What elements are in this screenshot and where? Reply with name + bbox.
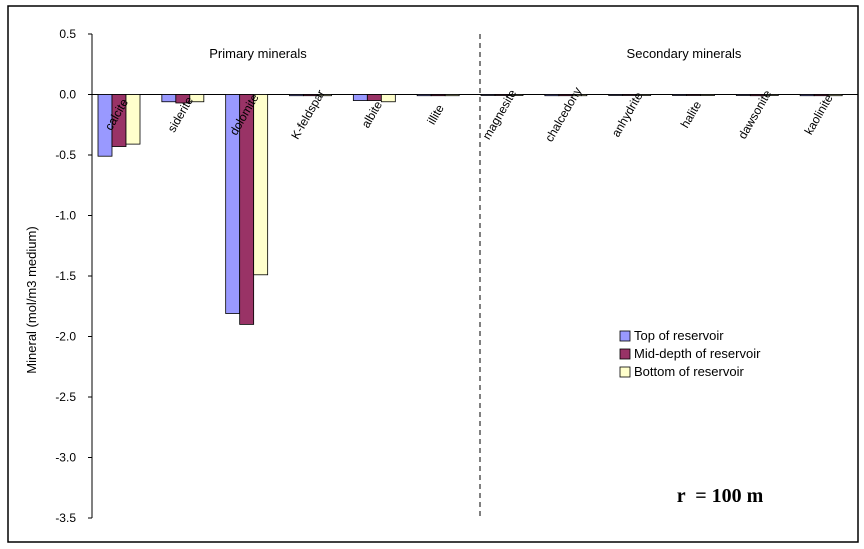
bar-anhydrite-series-2 (636, 94, 652, 96)
legend-label-1: Mid-depth of reservoir (634, 346, 761, 361)
y-tick-label: -0.5 (55, 148, 76, 162)
bar-kaolinite-series-2 (827, 94, 843, 97)
y-tick-label: -1.5 (55, 269, 76, 283)
bar-anhydrite-series-0 (608, 94, 624, 96)
legend-label-0: Top of reservoir (634, 328, 724, 343)
bar-magnesite-series-0 (480, 94, 496, 96)
bar-siderite-series-0 (161, 94, 177, 103)
bar-halite-series-2 (700, 94, 715, 96)
legend-swatch-1 (619, 348, 631, 360)
axes: 0.5 0.0 -0.5 -1.0 -1.5 -2.0 -2.5 -3.0 -3.5 (55, 27, 858, 525)
y-tick-label: -3.5 (55, 511, 76, 525)
bar-K-feldspar-series-2 (317, 94, 332, 97)
chart-border (7, 5, 859, 543)
bar-siderite-series-2 (189, 94, 205, 103)
bar-illite-series-0 (416, 94, 432, 97)
bars (97, 94, 843, 325)
bar-magnesite-series-2 (508, 94, 524, 96)
y-tick-label: -2.5 (55, 390, 76, 404)
y-tick-label: 0.5 (59, 27, 76, 41)
y-tick-label: -1.0 (55, 209, 76, 223)
annotation-radius: r = 100 m (677, 485, 764, 507)
legend-swatch-0 (619, 330, 631, 342)
bar-kaolinite-series-0 (799, 94, 815, 97)
y-tick-label: 0.0 (59, 88, 76, 102)
bar-albite-series-0 (352, 94, 368, 101)
bar-halite-series-0 (672, 94, 687, 96)
bar-chalcedony-series-0 (544, 94, 560, 97)
group-label-primary: Primary minerals (209, 46, 307, 61)
legend-label-2: Bottom of reservoir (634, 364, 744, 379)
bar-dawsonite-series-2 (763, 94, 779, 96)
y-tick-label: -2.0 (55, 330, 76, 344)
y-axis-label: Mineral (mol/m3 medium) (24, 226, 39, 373)
bar-chalcedony-series-2 (572, 94, 588, 97)
bar-albite-series-2 (380, 94, 396, 103)
bar-illite-series-2 (444, 94, 460, 97)
legend: Top of reservoir Mid-depth of reservoir Bo… (619, 328, 761, 379)
bar-K-feldspar-series-0 (289, 94, 304, 97)
bar-dawsonite-series-0 (735, 94, 751, 96)
legend-swatch-2 (619, 366, 631, 378)
bar-illite-series-1 (430, 94, 446, 97)
bar-calcite-series-2 (125, 94, 141, 145)
bar-halite-series-1 (686, 94, 701, 96)
group-label-secondary: Secondary minerals (627, 46, 742, 61)
y-tick-label: -3.0 (55, 451, 76, 465)
bar-dolomite-series-2 (253, 94, 269, 276)
